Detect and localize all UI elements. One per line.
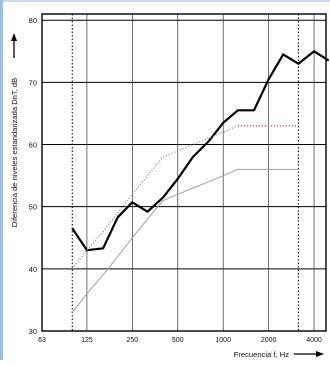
y-tick-label: 30	[29, 327, 37, 336]
series-lines	[71, 50, 330, 313]
y-tick-labels: 30 40 50 60 70 80	[29, 16, 37, 336]
series-line-4	[71, 168, 299, 313]
y-tick-label: 70	[29, 78, 37, 87]
y-axis-arrow-icon	[11, 33, 17, 58]
y-tick-label: 50	[29, 203, 37, 212]
x-tick-label: 63	[38, 337, 46, 344]
x-tick-label: 1000	[215, 337, 231, 344]
arrow-head	[11, 33, 17, 41]
y-tick-label: 80	[29, 16, 37, 25]
x-tick-labels: 63 125 250 500 1000 2000 4000	[38, 337, 322, 344]
x-axis-arrow-icon	[294, 351, 324, 357]
left-border	[0, 0, 3, 360]
series-line-2	[71, 125, 299, 270]
x-tick-label: 125	[81, 337, 93, 344]
x-axis-label: Frecuencia f, Hz	[234, 350, 289, 359]
x-tick-label: 4000	[306, 337, 322, 344]
top-border	[0, 0, 330, 2]
y-tick-label: 60	[29, 141, 37, 150]
grid	[42, 14, 326, 332]
x-tick-label: 2000	[261, 337, 277, 344]
x-tick-label: 250	[126, 337, 138, 344]
arrow-head	[316, 351, 324, 357]
x-tick-label: 500	[172, 337, 184, 344]
y-axis-label: Diferencia de niveles estandarizada DnT,…	[10, 78, 19, 227]
series-line-1	[71, 50, 330, 252]
plot-border	[41, 13, 327, 332]
y-tick-label: 40	[29, 265, 37, 274]
